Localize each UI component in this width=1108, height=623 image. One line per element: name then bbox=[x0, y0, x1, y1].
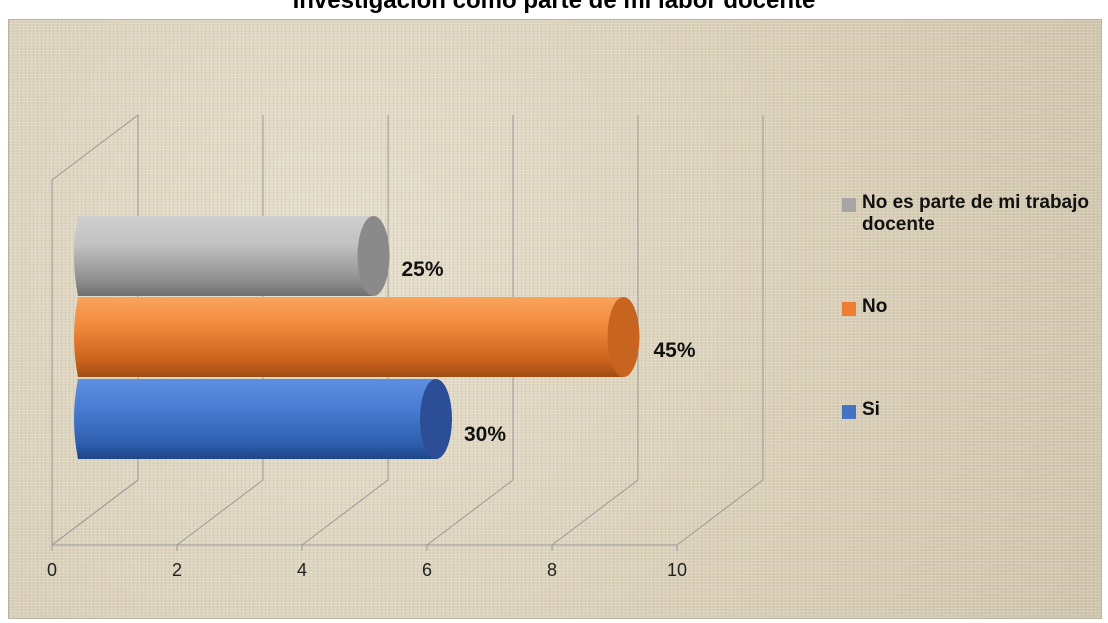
legend-item-no: No bbox=[842, 296, 1092, 318]
legend-item-no-es-parte-de-mi-trabajo-docente: No es parte de mi trabajo docente bbox=[842, 192, 1092, 236]
bar-cap-si bbox=[420, 379, 452, 459]
data-label-no-es-parte-de-mi-trabajo-docente: 25% bbox=[402, 258, 444, 281]
legend-label: Si bbox=[862, 399, 880, 420]
data-label-si: 30% bbox=[464, 423, 506, 446]
bar-si bbox=[74, 379, 436, 459]
legend-swatch bbox=[842, 198, 856, 212]
floor-gridline bbox=[426, 479, 514, 546]
legend-label: No es parte de mi trabajo docente bbox=[862, 192, 1090, 235]
bar-cap-no-es-parte-de-mi-trabajo-docente bbox=[357, 216, 390, 296]
x-tick-label: 4 bbox=[297, 560, 307, 580]
floor-gridline bbox=[51, 479, 139, 546]
x-tick-label: 6 bbox=[422, 560, 432, 580]
x-tick-label: 2 bbox=[172, 560, 182, 580]
bar-no bbox=[74, 297, 624, 377]
legend-label: No bbox=[862, 296, 888, 317]
bar-no-es-parte-de-mi-trabajo-docente bbox=[74, 216, 374, 296]
chart-title: Investigación como parte de mi labor doc… bbox=[292, 0, 816, 14]
x-tick-label: 0 bbox=[47, 560, 57, 580]
legend-item-si: Si bbox=[842, 399, 1092, 421]
legend-swatch bbox=[842, 405, 856, 419]
x-tick-label: 8 bbox=[547, 560, 557, 580]
floor-gridline bbox=[176, 479, 264, 546]
floor-gridline bbox=[551, 479, 639, 546]
legend-swatch bbox=[842, 302, 856, 316]
bar-cap-no bbox=[607, 297, 640, 377]
x-tick-label: 10 bbox=[667, 560, 687, 580]
floor-gridline bbox=[301, 479, 389, 546]
floor-gridline bbox=[676, 479, 764, 546]
data-label-no: 45% bbox=[654, 339, 696, 362]
